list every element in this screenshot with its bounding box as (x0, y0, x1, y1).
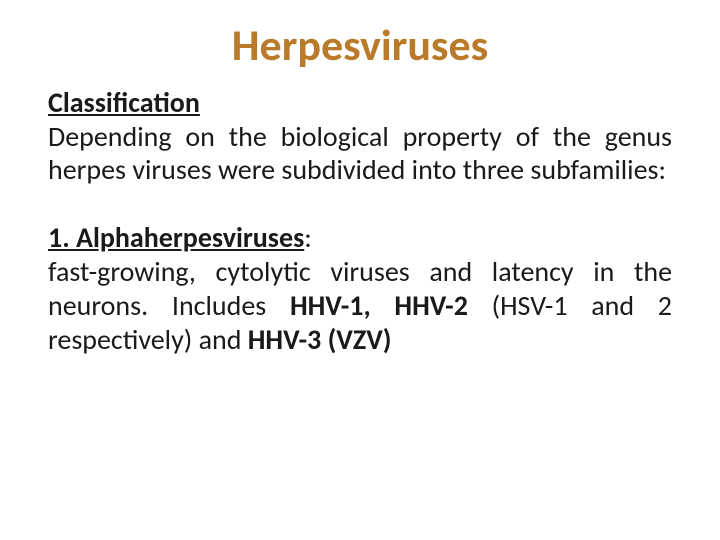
classification-paragraph: Classification Depending on the biologic… (48, 86, 672, 187)
classification-intro: Depending on the biological property of … (48, 119, 672, 188)
classification-heading: Classification (48, 85, 200, 120)
item-1-colon: : (304, 220, 312, 255)
item-1-hhv12: HHV-1, HHV-2 (290, 288, 492, 323)
subfamily-item-1: 1. Alphaherpesviruses: fast-growing, cyt… (48, 221, 672, 358)
page-title: Herpesviruses (48, 18, 672, 72)
item-1-hhv3: HHV-3 (VZV) (248, 322, 392, 357)
item-1-heading: 1. Alphaherpesviruses (48, 220, 304, 255)
